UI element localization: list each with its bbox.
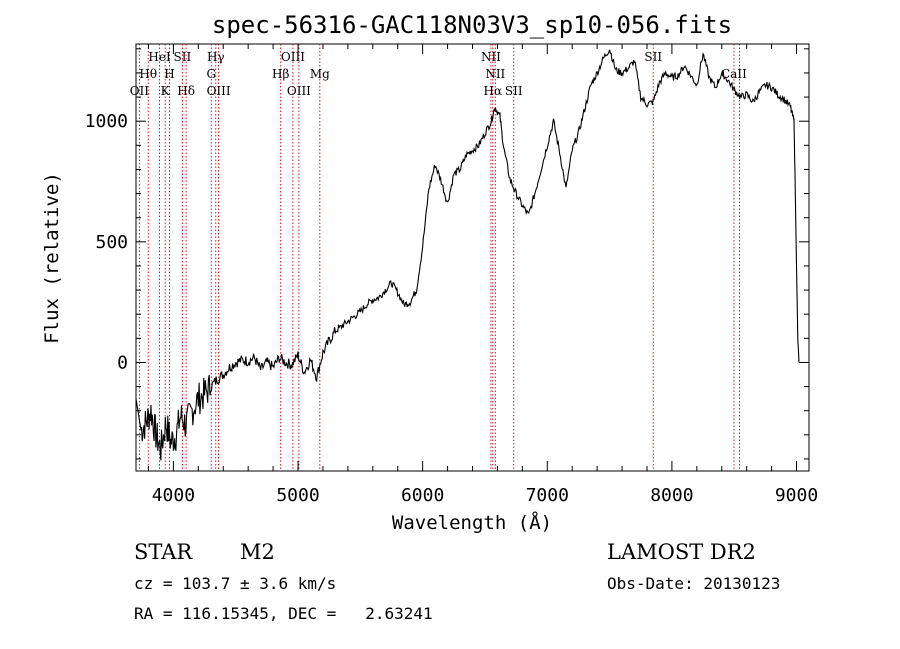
line-label: NII [485, 67, 505, 81]
x-axis-label: Wavelength (Å) [392, 511, 552, 534]
x-tick-label: 5000 [276, 485, 319, 506]
object-class: STAR [134, 540, 193, 564]
axes: 4000 5000 6000 7000 8000 9000 0 500 1000 [85, 44, 818, 506]
line-label: NII [481, 50, 501, 64]
y-tick-label: 1000 [85, 111, 128, 132]
redshift-text: cz = 103.7 ± 3.6 km/s [134, 574, 337, 593]
y-tick-label: 0 [117, 352, 128, 373]
line-label: OII [130, 84, 150, 98]
x-tick-label: 8000 [650, 485, 693, 506]
line-label: K [161, 84, 171, 98]
x-tick-label: 6000 [401, 485, 444, 506]
x-tick-label: 7000 [526, 485, 569, 506]
survey-label: LAMOST DR2 [607, 540, 756, 564]
y-axis-label: Flux (relative) [41, 172, 63, 344]
plot-frame [135, 43, 810, 472]
y-tick-label: 500 [95, 232, 128, 253]
line-label: Hα [484, 84, 503, 98]
line-label: Hδ [177, 84, 195, 98]
line-label: SII [505, 84, 523, 98]
coordinates-text: RA = 116.15345, DEC = 2.63241 [134, 604, 433, 623]
line-label: Mg [310, 67, 330, 81]
x-tick-label: 9000 [775, 485, 818, 506]
line-label: SII [174, 50, 192, 64]
x-tick-label: 4000 [152, 485, 195, 506]
line-markers [138, 44, 740, 471]
chart-title: spec-56316-GAC118N03V3_sp10-056.fits [212, 11, 732, 39]
line-label: OIII [207, 84, 231, 98]
line-label: OIII [281, 50, 305, 64]
observation-date: Obs-Date: 20130123 [607, 574, 781, 593]
spectrum-line [135, 49, 800, 461]
line-label: HeI [148, 50, 171, 64]
line-label: Hβ [272, 67, 289, 81]
line-label: Hγ [207, 50, 225, 64]
line-label: G [206, 67, 216, 81]
object-subclass: M2 [240, 540, 275, 564]
line-label: OIII [287, 84, 311, 98]
line-label: SII [644, 50, 662, 64]
line-label: Hθ [139, 67, 157, 81]
line-label: CaII [721, 67, 747, 81]
line-label: H [164, 67, 174, 81]
